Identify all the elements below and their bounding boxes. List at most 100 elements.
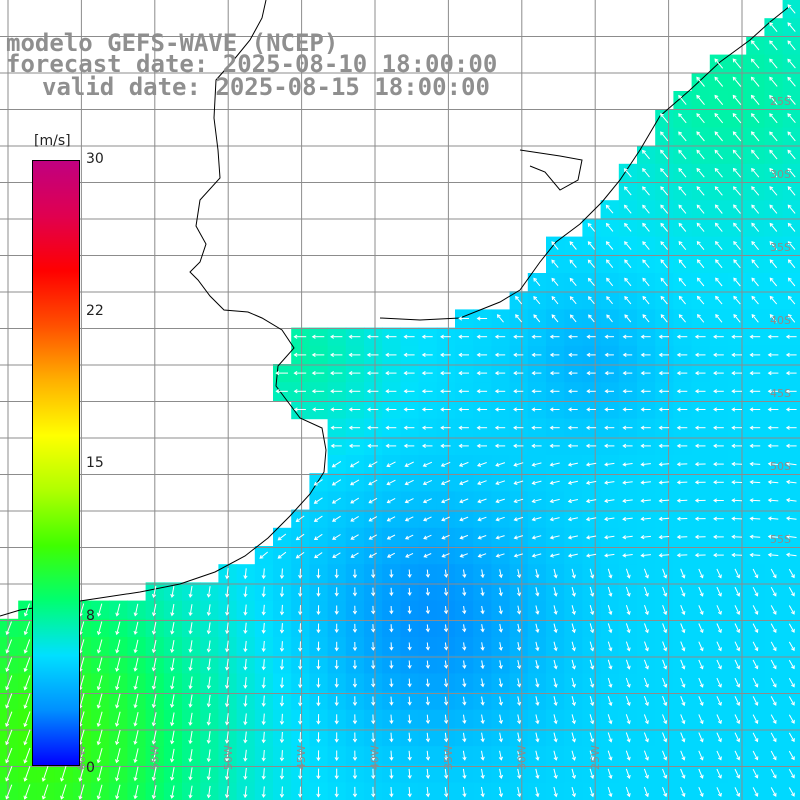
colorbar-tick-15: 15 [86,455,104,471]
wind-arrow-icon [640,352,651,358]
wind-arrow-icon [607,732,613,743]
wind-arrow-icon [568,352,578,358]
wind-arrow-icon [206,586,211,598]
wind-arrow-icon [751,149,760,160]
wind-arrow-icon [225,658,230,671]
wind-arrow-icon [607,677,613,688]
wind-arrow-icon [769,186,778,196]
wind-arrow-icon [389,732,394,743]
wind-arrow-icon [605,204,614,214]
wind-arrow-icon [604,425,615,430]
wind-arrow-icon [334,786,339,798]
wind-arrow-icon [785,498,797,503]
latitude-label: 25S [770,95,791,108]
wind-arrow-icon [462,696,467,706]
wind-arrow-icon [330,352,343,358]
wind-arrow-icon [752,714,759,725]
wind-arrow-icon [298,786,303,798]
wind-arrow-icon [498,768,504,780]
wind-arrow-icon [513,553,523,558]
wind-arrow-icon [440,389,451,394]
wind-arrow-icon [680,732,686,743]
wind-arrow-icon [477,535,487,540]
wind-arrow-icon [531,352,542,358]
wind-arrow-icon [625,786,631,798]
wind-arrow-icon [714,186,723,196]
wind-arrow-icon [713,334,724,339]
wind-arrow-icon [425,714,431,725]
wind-arrow-icon [476,407,488,412]
wind-arrow-icon [462,786,467,798]
wind-arrow-icon [352,786,358,798]
wind-arrow-icon [662,659,668,670]
wind-arrow-icon [658,352,669,358]
wind-arrow-icon [734,696,741,706]
wind-arrow-icon [330,425,342,430]
wind-arrow-icon [386,534,396,540]
wind-arrow-icon [462,660,467,670]
wind-arrow-icon [516,623,522,633]
wind-arrow-icon [785,389,797,394]
wind-arrow-icon [5,657,13,672]
wind-arrow-icon [480,786,485,798]
wind-arrow-icon [316,568,321,579]
wind-arrow-icon [170,585,175,598]
wind-arrow-icon [769,113,778,124]
wind-arrow-icon [425,732,431,743]
wind-arrow-icon [533,295,541,305]
wind-arrow-icon [658,535,670,540]
wind-arrow-icon [676,425,688,430]
wind-arrow-icon [115,603,121,617]
wind-arrow-icon [403,425,415,430]
wind-arrow-icon [640,498,651,503]
wind-arrow-icon [787,167,796,178]
wind-arrow-icon [462,642,467,651]
title-model: modelo GEFS-WAVE (NCEP) [6,29,339,57]
wind-arrow-icon [587,222,596,232]
wind-arrow-icon [261,640,266,653]
wind-arrow-icon [389,642,394,651]
wind-arrow-icon [696,167,705,178]
wind-arrow-icon [261,677,266,689]
wind-arrow-icon [366,370,379,376]
wind-arrow-icon [440,480,451,486]
wind-arrow-icon [716,696,722,706]
wind-arrow-icon [586,334,596,339]
wind-arrow-icon [423,516,432,522]
wind-arrow-icon [698,623,704,634]
wind-arrow-icon [170,785,175,799]
wind-arrow-icon [698,787,704,798]
wind-arrow-icon [785,479,797,485]
wind-arrow-icon [770,714,777,725]
wind-arrow-icon [513,443,524,449]
wind-arrow-icon [389,624,394,633]
wind-arrow-icon [498,714,503,725]
wind-arrow-icon [553,696,558,707]
wind-arrow-icon [589,659,595,670]
wind-arrow-icon [714,222,723,232]
wind-arrow-icon [498,750,503,761]
wind-arrow-icon [767,479,779,485]
wind-arrow-icon [769,40,778,51]
wind-arrow-icon [589,786,595,798]
wind-arrow-icon [678,186,687,196]
wind-arrow-icon [769,22,778,33]
wind-arrow-icon [680,586,686,597]
wind-arrow-icon [586,389,596,394]
wind-arrow-icon [403,352,415,358]
wind-arrow-icon [549,407,560,412]
wind-arrow-icon [769,313,777,323]
wind-arrow-icon [423,534,432,540]
wind-arrow-icon [785,461,797,466]
wind-arrow-icon [658,407,669,412]
wind-arrow-icon [732,94,742,106]
wind-arrow-icon [316,623,321,634]
wind-arrow-icon [133,621,139,635]
wind-arrow-icon [662,568,668,579]
wind-arrow-icon [642,277,650,287]
wind-arrow-icon [459,516,469,522]
wind-arrow-icon [368,479,378,486]
wind-arrow-icon [553,568,558,579]
wind-arrow-icon [749,516,761,521]
wind-arrow-icon [549,352,560,358]
